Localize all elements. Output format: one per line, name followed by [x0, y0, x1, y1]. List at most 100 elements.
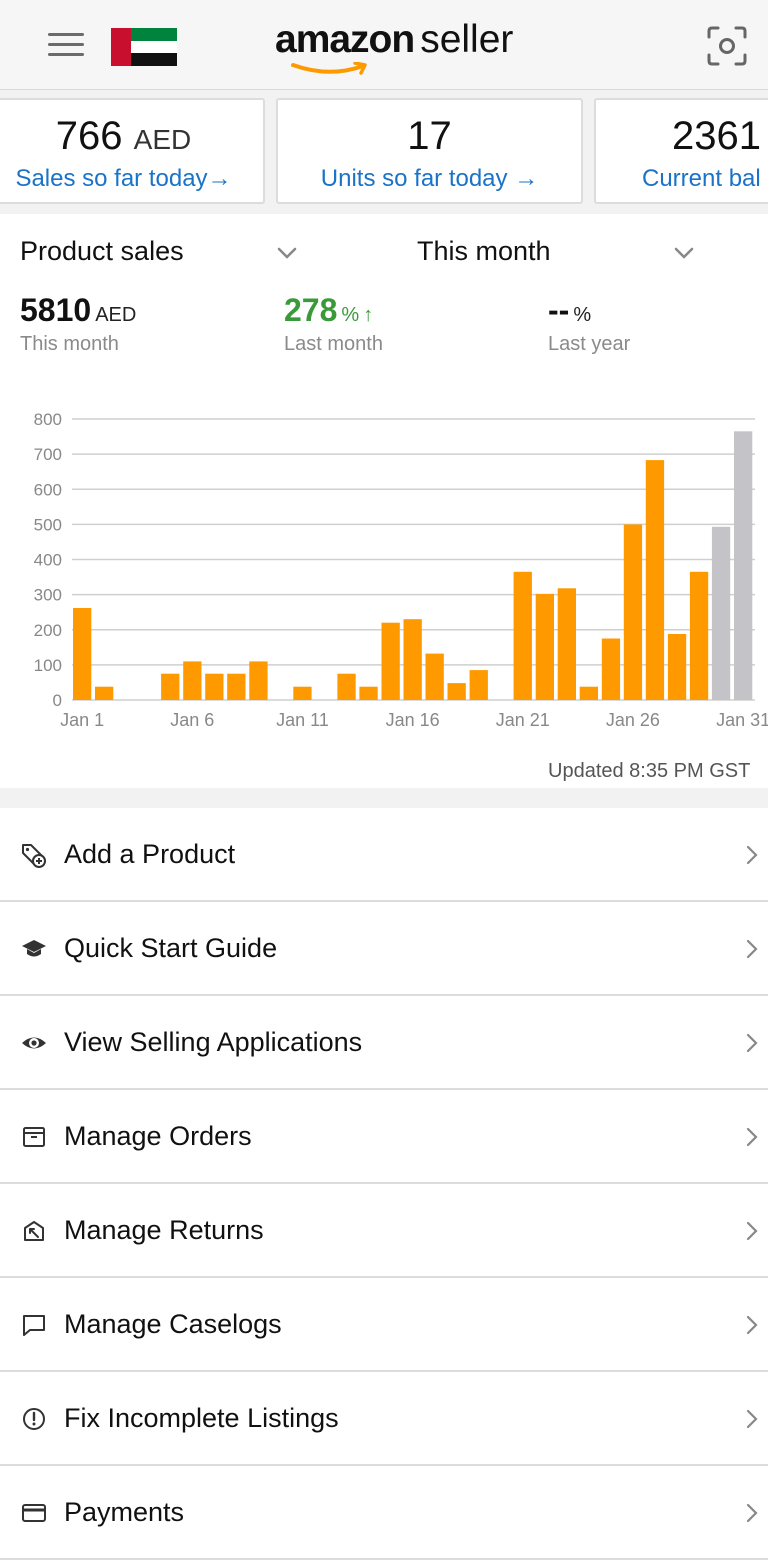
chevron-right-icon [746, 939, 758, 959]
current-balance-link[interactable]: Current bal [642, 165, 761, 192]
order-box-icon [23, 1127, 45, 1147]
chevron-right-icon [746, 1221, 758, 1241]
menu-item-label: Add a Product [64, 839, 236, 869]
menu-item-payments[interactable]: Payments [0, 1466, 768, 1560]
bar-jan-9[interactable] [249, 661, 268, 700]
bar-jan-31[interactable] [734, 431, 753, 700]
sales-section: Product sales This month 5810 AED This mo… [0, 214, 768, 788]
x-tick-label: Jan 21 [496, 710, 550, 730]
bar-jan-11[interactable] [293, 686, 312, 700]
x-tick-label: Jan 11 [276, 710, 329, 730]
menu-item-label: View Selling Applications [64, 1027, 363, 1057]
bar-jan-23[interactable] [557, 588, 576, 700]
chevron-right-icon [746, 1127, 758, 1147]
bar-jan-27[interactable] [645, 460, 665, 700]
chevron-down-icon[interactable] [276, 246, 298, 260]
y-tick-label: 500 [34, 515, 62, 534]
bar-jan-15[interactable] [381, 622, 400, 700]
x-tick-label: Jan 1 [60, 710, 104, 730]
menu-item-manage-caselogs[interactable]: Manage Caselogs [0, 1278, 768, 1372]
amazon-seller-logo: amazon seller [275, 18, 513, 78]
bar-jan-17[interactable] [425, 653, 444, 700]
metrics-carousel[interactable]: 766 AED Sales so far today→ 17 Units so … [0, 90, 768, 214]
bar-jan-25[interactable] [601, 638, 621, 701]
quick-actions-list: Add a Product Quick Start Guide View Selli… [0, 808, 768, 1560]
x-tick-label: Jan 31 [716, 710, 768, 730]
bar-jan-26[interactable] [623, 524, 643, 700]
sales-today-link[interactable]: Sales so far today→ [15, 165, 232, 192]
menu-item-label: Quick Start Guide [64, 933, 278, 963]
period-dropdown[interactable]: This month [417, 236, 551, 266]
tag-add-icon [22, 844, 46, 868]
hamburger-menu-icon[interactable] [46, 30, 88, 60]
sales-bar-chart: 0 100 200 300 400 500 600 700 800 Jan 1 Jan 6 Jan 1… [34, 410, 768, 730]
chevron-right-icon [746, 1033, 758, 1053]
bar-jan-6[interactable] [183, 661, 202, 700]
section-divider [0, 788, 768, 808]
logo-brand: amazon [275, 18, 415, 61]
bar-jan-14[interactable] [359, 686, 378, 700]
bar-jan-7[interactable] [205, 673, 224, 700]
y-tick-label: 800 [34, 410, 62, 429]
units-today-card[interactable]: 17 Units so far today → [276, 98, 583, 204]
speech-bubble-icon [23, 1315, 45, 1336]
bar-jan-22[interactable] [535, 593, 554, 700]
bar-jan-19[interactable] [469, 670, 488, 700]
chevron-right-icon [746, 1409, 758, 1429]
credit-card-icon [22, 1504, 46, 1522]
app-header: amazon seller [0, 0, 768, 90]
y-tick-label: 100 [34, 656, 62, 675]
metric-dropdown[interactable]: Product sales [20, 236, 184, 266]
bar-jan-21[interactable] [513, 571, 532, 700]
menu-item-add-a-product[interactable]: Add a Product [0, 808, 768, 902]
camera-scan-icon[interactable] [706, 25, 748, 67]
menu-item-fix-incomplete-listings[interactable]: Fix Incomplete Listings [0, 1372, 768, 1466]
alert-circle-icon [23, 1408, 45, 1430]
y-tick-label: 300 [34, 586, 62, 605]
y-tick-label: 400 [34, 551, 62, 570]
x-tick-label: Jan 26 [606, 710, 660, 730]
stat-last-month: 278% ↑ Last month [284, 292, 383, 355]
bar-jan-29[interactable] [689, 571, 709, 700]
y-tick-label: 600 [34, 480, 62, 499]
chevron-right-icon [746, 845, 758, 865]
menu-item-view-selling-applications[interactable]: View Selling Applications [0, 996, 768, 1090]
bar-jan-1[interactable] [73, 608, 92, 700]
smile-arrow-icon [291, 62, 367, 75]
bar-jan-13[interactable] [337, 673, 356, 700]
units-today-link[interactable]: Units so far today → [320, 165, 539, 192]
chevron-down-icon[interactable] [673, 246, 695, 260]
units-today-value: 17 [407, 114, 452, 158]
current-balance-card[interactable]: 2361 Current bal [594, 98, 768, 204]
graduation-cap-icon [22, 940, 46, 957]
bar-jan-30[interactable] [711, 526, 731, 700]
menu-item-manage-returns[interactable]: Manage Returns [0, 1184, 768, 1278]
menu-item-label: Fix Incomplete Listings [64, 1403, 339, 1433]
bar-jan-2[interactable] [95, 686, 114, 700]
y-tick-label: 0 [53, 691, 62, 710]
logo-product: seller [420, 18, 514, 61]
y-tick-label: 700 [34, 445, 62, 464]
return-box-icon [24, 1221, 44, 1241]
menu-item-quick-start-guide[interactable]: Quick Start Guide [0, 902, 768, 996]
uae-flag-icon[interactable] [111, 28, 177, 66]
bar-jan-8[interactable] [227, 673, 246, 700]
stat-this-month: 5810 AED This month [20, 292, 137, 355]
sales-today-value: 766 AED [55, 114, 192, 158]
chevron-right-icon [746, 1503, 758, 1523]
x-tick-label: Jan 16 [386, 710, 440, 730]
menu-item-label: Manage Caselogs [64, 1309, 282, 1339]
bar-jan-28[interactable] [667, 634, 687, 700]
x-tick-label: Jan 6 [170, 710, 214, 730]
sales-today-card[interactable]: 766 AED Sales so far today→ [0, 98, 265, 204]
arrow-up-icon: ↑ [363, 304, 374, 326]
current-balance-value: 2361 [672, 114, 761, 158]
chevron-right-icon [746, 1315, 758, 1335]
bar-jan-18[interactable] [447, 683, 466, 700]
menu-item-label: Manage Orders [64, 1121, 252, 1151]
menu-item-manage-orders[interactable]: Manage Orders [0, 1090, 768, 1184]
menu-item-label: Manage Returns [64, 1215, 264, 1245]
bar-jan-5[interactable] [161, 673, 180, 700]
bar-jan-16[interactable] [403, 619, 422, 700]
bar-jan-24[interactable] [579, 686, 598, 700]
